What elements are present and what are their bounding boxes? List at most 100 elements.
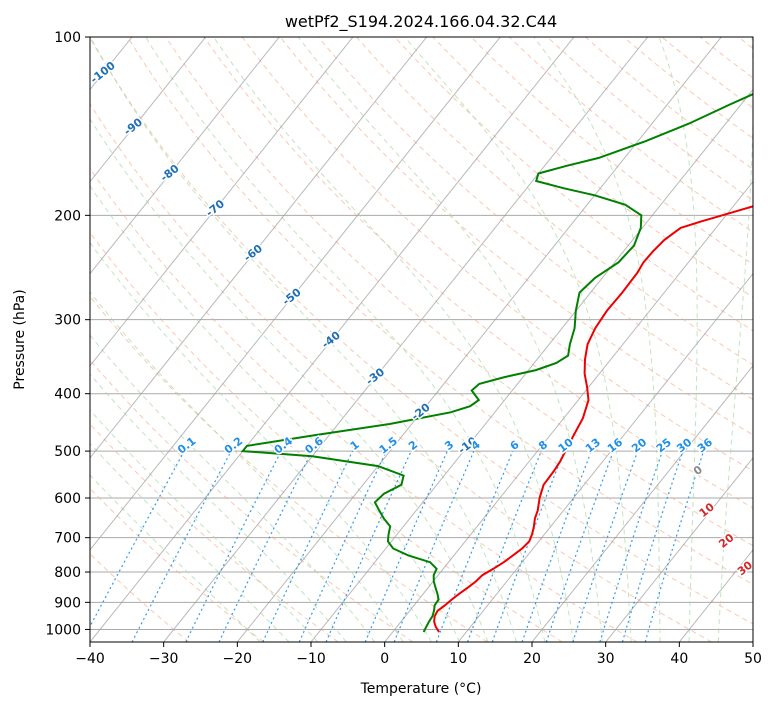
dry-adiabat-line xyxy=(547,37,753,201)
dry-adiabat-line xyxy=(318,37,753,401)
x-tick-label: −30 xyxy=(149,651,179,667)
isotherm-label: -100 xyxy=(88,59,118,86)
isotherm-line xyxy=(163,37,649,642)
moist-adiabat-line xyxy=(404,37,632,642)
mixing-ratio-line xyxy=(435,450,514,642)
isotherm-line xyxy=(236,37,722,642)
isotherm-line xyxy=(90,37,280,275)
x-axis-title: Temperature (°C) xyxy=(360,681,482,697)
plot-area: -100-90-80-70-60-50-40-30-20-100.1 0.2 0.4… xyxy=(0,37,755,642)
isotherm-line xyxy=(605,457,753,642)
mixing-ratio-label: 36 xyxy=(695,435,715,455)
dewpoint-profile-line xyxy=(240,93,753,633)
dry-adiabat-line xyxy=(90,231,563,642)
dry-adiabat-line xyxy=(90,37,753,625)
isotherm-line xyxy=(310,88,753,642)
mixing-ratio-line xyxy=(572,450,639,642)
isotherm-line xyxy=(90,37,354,367)
moist-adiabat-line xyxy=(90,291,404,642)
x-tick-label: 50 xyxy=(744,651,762,667)
moist-adiabat-line xyxy=(533,37,661,642)
mixing-ratio-label: 13 xyxy=(583,436,603,456)
x-tick-label: 20 xyxy=(523,651,541,667)
mixing-ratio-label: 0.6 xyxy=(303,434,327,456)
x-tick-label: 30 xyxy=(597,651,615,667)
mixing-ratio-line xyxy=(218,450,313,642)
mixing-ratio-label: 20 xyxy=(629,435,649,455)
dry-adiabat-line xyxy=(90,553,190,642)
dry-adiabat-line xyxy=(90,295,488,642)
x-tick-label: −10 xyxy=(296,651,326,667)
isotherm-line xyxy=(0,37,58,642)
mixing-ratio-line xyxy=(644,450,705,642)
isotherm-line xyxy=(90,37,575,642)
mixing-ratio-line xyxy=(521,450,592,642)
dry-adiabat-line xyxy=(90,102,712,642)
mixing-ratio-line xyxy=(131,450,232,642)
plot-frame xyxy=(89,36,754,643)
y-tick-label: 600 xyxy=(54,491,81,507)
mixing-ratio-line xyxy=(491,450,565,642)
isotherm-label: -50 xyxy=(280,285,304,308)
mixing-ratio-label: 0.2 xyxy=(222,434,245,456)
moist-adiabat-line xyxy=(90,241,432,642)
dry-adiabat-line xyxy=(203,37,753,509)
dry-adiabat-line xyxy=(508,37,753,233)
moist-adiabat-label: 30 xyxy=(735,558,755,578)
mixing-ratio-line xyxy=(325,450,412,642)
mixing-ratio-line xyxy=(545,450,614,642)
y-tick-label: 200 xyxy=(54,208,81,224)
mixing-ratio-line xyxy=(466,450,542,642)
isotherm-line xyxy=(90,37,207,183)
moist-adiabat-line xyxy=(145,37,546,642)
mixing-ratio-line xyxy=(298,450,387,642)
x-tick-label: 40 xyxy=(670,651,688,667)
mixing-ratio-line xyxy=(599,450,663,642)
y-tick-label: 100 xyxy=(54,30,81,46)
moist-adiabat-line xyxy=(90,334,376,642)
dry-adiabat-line xyxy=(356,37,753,366)
y-tick-label: 700 xyxy=(54,531,81,547)
mixing-ratio-line xyxy=(262,450,354,642)
isotherm-label: -60 xyxy=(241,242,265,265)
dry-adiabat-line xyxy=(90,167,638,642)
dry-adiabat-line xyxy=(279,37,753,436)
dry-adiabat-line xyxy=(432,37,753,298)
moist-adiabat-label: 20 xyxy=(716,531,736,551)
isotherm-label: -30 xyxy=(363,365,387,388)
dry-adiabat-line xyxy=(394,37,753,332)
y-axis-title: Pressure (hPa) xyxy=(12,289,28,389)
moist-adiabat-line xyxy=(90,442,290,642)
mixing-ratio-label: 16 xyxy=(605,435,625,455)
axis-ticks: −40 −30 −20 −10 0 10 20 30 40 5010020030040050060… xyxy=(45,30,762,667)
moist-adiabat-line xyxy=(90,373,347,642)
x-tick-label: −20 xyxy=(223,651,253,667)
isotherm-line xyxy=(384,180,753,642)
dry-adiabat-line xyxy=(127,37,753,585)
dry-adiabat-line xyxy=(90,423,339,642)
moist-adiabat-label: 0 xyxy=(691,463,705,478)
moist-adiabat-line xyxy=(658,37,698,642)
moist-adiabat-line xyxy=(717,37,753,642)
y-tick-label: 900 xyxy=(54,595,81,611)
isotherm-label: -80 xyxy=(158,162,182,185)
moist-adiabat-label: 10 xyxy=(697,500,717,520)
y-tick-label: 300 xyxy=(54,313,81,329)
chart-title: wetPf2_S194.2024.166.04.32.C44 xyxy=(285,12,557,32)
y-tick-label: 400 xyxy=(54,387,81,403)
isotherm-label: -70 xyxy=(203,197,227,220)
isotherm-label: -40 xyxy=(319,328,343,351)
isotherm-line xyxy=(678,549,753,642)
isotherm-line xyxy=(457,272,753,642)
mixing-ratio-line xyxy=(364,450,448,642)
y-tick-label: 1000 xyxy=(45,622,81,638)
isotherm-line xyxy=(90,37,428,459)
moist-adiabat-line xyxy=(213,37,575,642)
dry-adiabat-line xyxy=(165,37,753,547)
moist-adiabat-line xyxy=(90,37,517,642)
dry-adiabat-line xyxy=(470,37,753,265)
y-tick-label: 800 xyxy=(54,565,81,581)
isotherm-line xyxy=(531,364,753,642)
x-tick-label: 0 xyxy=(380,651,389,667)
